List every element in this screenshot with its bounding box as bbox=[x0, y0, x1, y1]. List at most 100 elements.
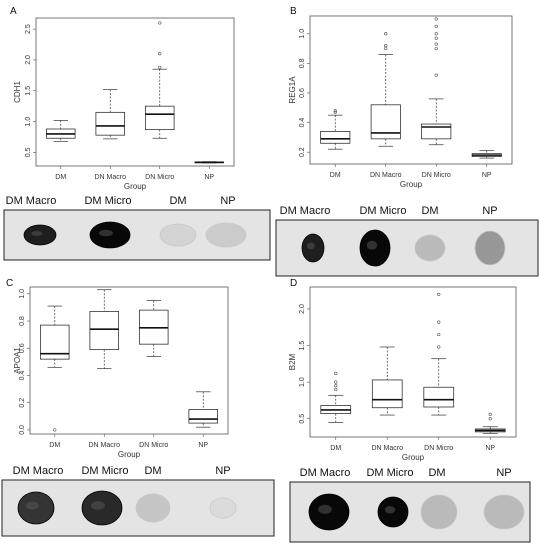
outlier-point bbox=[437, 345, 441, 349]
y-axis-label: B2M bbox=[288, 353, 297, 370]
box-dn-macro bbox=[371, 346, 403, 416]
category-label: NP bbox=[198, 442, 208, 449]
iqr-box bbox=[95, 111, 126, 136]
blot-spot bbox=[414, 234, 446, 262]
box-dn-macro bbox=[370, 32, 401, 147]
blot-lane-label: DM Micro bbox=[359, 205, 406, 217]
blot-spot bbox=[483, 494, 525, 530]
outlier-point bbox=[434, 32, 438, 36]
outlier-point bbox=[434, 24, 438, 28]
outlier-point bbox=[434, 46, 438, 51]
blot-spot-highlight bbox=[306, 242, 315, 250]
category-label: DN Micro bbox=[424, 445, 453, 452]
y-tick-label: 1.0 bbox=[19, 289, 26, 299]
outlier-point bbox=[333, 109, 337, 113]
blot-spot-highlight bbox=[99, 229, 113, 237]
blot-lane-label: DM Micro bbox=[366, 467, 413, 479]
outlier-point bbox=[437, 292, 441, 296]
boxplot-panel-D: D 0.5 1.0 1.5 2.0 B2M DM DN Macro DN Micro NP Grou… bbox=[288, 278, 517, 462]
x-axis-label: Group bbox=[400, 180, 423, 189]
category-label: DN Micro bbox=[422, 172, 451, 179]
box-np bbox=[474, 412, 506, 434]
blot-lane-label: NP bbox=[496, 467, 511, 479]
y-tick-label: 2.0 bbox=[299, 304, 306, 314]
boxplot-panel-B: B 0.2 0.4 0.6 0.8 1.0 REG1A DM DN Macro DN Micro N… bbox=[288, 6, 513, 189]
y-tick-label: 1.0 bbox=[25, 117, 32, 127]
blot-spot-highlight bbox=[91, 501, 105, 510]
blot-spot bbox=[135, 493, 171, 523]
outlier-point bbox=[158, 52, 162, 56]
iqr-box bbox=[423, 386, 455, 408]
outlier-point bbox=[384, 43, 388, 48]
outlier-point bbox=[434, 73, 438, 77]
iqr-box bbox=[89, 311, 120, 351]
panel-label: B bbox=[290, 6, 297, 17]
dot-blot-1: DM Macro DM Micro DM NP bbox=[3, 195, 271, 261]
y-tick-label: 0.5 bbox=[299, 414, 306, 424]
iqr-box bbox=[371, 379, 403, 409]
blot-spot bbox=[159, 223, 197, 247]
x-axis-label: Group bbox=[118, 450, 141, 459]
boxplot-panel-A: A 0.5 1.0 1.5 2.0 2.5 CDH1 DM DN Macro DN Micro NP… bbox=[10, 6, 235, 191]
category-label: NP bbox=[482, 172, 492, 179]
blot-lane-label: DM Macro bbox=[13, 465, 64, 477]
category-label: NP bbox=[485, 445, 495, 452]
category-label: DN Macro bbox=[370, 172, 402, 179]
category-label: DN Macro bbox=[88, 442, 120, 449]
outlier-point bbox=[158, 21, 162, 25]
blot-lane-label: NP bbox=[220, 195, 235, 207]
dot-blot-4: DM Macro DM Micro DM NP bbox=[289, 467, 531, 543]
outlier-point bbox=[434, 17, 438, 21]
box-np bbox=[471, 150, 502, 159]
blot-lane-label: DM bbox=[144, 465, 161, 477]
outlier-point bbox=[384, 46, 388, 51]
iqr-box bbox=[188, 409, 219, 424]
plot-frame bbox=[309, 286, 517, 438]
blot-lane-label: DM bbox=[428, 467, 445, 479]
box-dm bbox=[45, 120, 76, 142]
category-label: DN Micro bbox=[139, 442, 168, 449]
category-label: DN Macro bbox=[94, 174, 126, 181]
blot-spot-highlight bbox=[318, 504, 332, 514]
plot-frame bbox=[309, 15, 513, 165]
y-tick-label: 1.5 bbox=[25, 86, 32, 96]
outlier-point bbox=[334, 380, 338, 384]
category-label: DN Macro bbox=[371, 445, 403, 452]
outlier-point bbox=[434, 36, 438, 40]
x-axis-label: Group bbox=[402, 453, 425, 462]
y-tick-label: 0.6 bbox=[299, 88, 306, 98]
blot-lane-label: DM bbox=[421, 205, 438, 217]
x-axis-label: Group bbox=[124, 182, 147, 191]
box-dn-macro bbox=[89, 289, 120, 370]
iqr-box bbox=[320, 131, 351, 144]
category-label: DN Micro bbox=[145, 174, 174, 181]
box-dm bbox=[39, 305, 70, 432]
y-tick-label: 1.0 bbox=[299, 29, 306, 39]
outlier-point bbox=[434, 42, 438, 46]
y-tick-label: 1.0 bbox=[299, 377, 306, 387]
category-label: DM bbox=[55, 174, 66, 181]
panel-label: C bbox=[6, 278, 13, 289]
blot-spot-highlight bbox=[31, 231, 43, 236]
y-tick-label: 0.8 bbox=[299, 58, 306, 68]
category-label: NP bbox=[204, 174, 214, 181]
blot-spot bbox=[205, 222, 247, 248]
blot-lane-label: DM Micro bbox=[81, 465, 128, 477]
outlier-point bbox=[333, 110, 337, 114]
y-tick-label: 1.5 bbox=[299, 341, 306, 351]
outlier-point bbox=[158, 65, 162, 69]
box-dn-micro bbox=[421, 17, 452, 146]
y-tick-label: 0.4 bbox=[299, 118, 306, 128]
blot-spot bbox=[209, 497, 237, 519]
box-dm bbox=[320, 371, 352, 423]
y-tick-label: 0.2 bbox=[299, 147, 306, 157]
panel-label: A bbox=[10, 6, 17, 17]
y-tick-label: 0.6 bbox=[19, 343, 26, 353]
y-axis-label: APOA1 bbox=[13, 347, 22, 374]
blot-lane-label: DM bbox=[169, 195, 186, 207]
blot-spot-highlight bbox=[384, 506, 396, 514]
blot-lane-label: NP bbox=[482, 205, 497, 217]
iqr-box bbox=[144, 105, 175, 131]
y-tick-label: 2.5 bbox=[25, 24, 32, 34]
